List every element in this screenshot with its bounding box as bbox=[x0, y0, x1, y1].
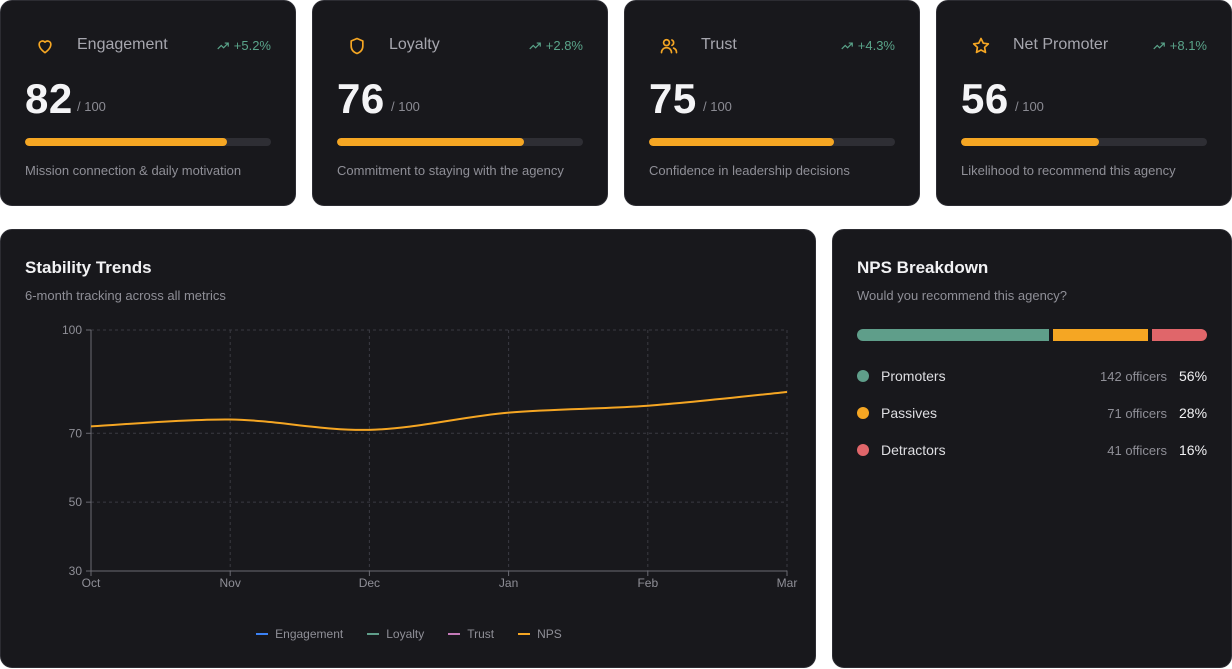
star-icon bbox=[972, 37, 990, 54]
detractors-dot bbox=[857, 444, 869, 456]
heart-icon bbox=[38, 40, 52, 54]
nps-bar-passives bbox=[1052, 329, 1149, 341]
x-tick-label: Mar bbox=[777, 576, 798, 590]
metric-progress-bar bbox=[961, 138, 1207, 146]
nps-stacked-bar bbox=[857, 329, 1207, 341]
metric-progress-fill bbox=[649, 138, 834, 146]
trend-chart: 30 50 70 100 Oct Nov Dec Jan Feb Mar bbox=[62, 323, 798, 590]
legend-item-engagement[interactable]: Engagement bbox=[256, 627, 343, 641]
metric-trend-value: +2.8% bbox=[545, 38, 583, 53]
metric-progress-bar bbox=[25, 138, 271, 146]
metric-progress-fill bbox=[25, 138, 227, 146]
plot-frame bbox=[90, 329, 788, 572]
metric-trend: +5.2% bbox=[216, 38, 271, 53]
nps-percent: 16% bbox=[1179, 442, 1208, 458]
nps-count: 71 officers bbox=[1107, 405, 1167, 421]
legend-item-nps[interactable]: NPS bbox=[518, 627, 562, 641]
legend-label: NPS bbox=[537, 627, 562, 641]
chart-title: Stability Trends bbox=[25, 258, 152, 277]
metric-progress-fill bbox=[961, 138, 1099, 146]
nps-row-detractors: Detractors 41 officers 16% bbox=[857, 439, 1207, 461]
nps-percent: 28% bbox=[1179, 405, 1208, 421]
x-tick-label: Jan bbox=[499, 576, 518, 590]
metric-max: / 100 bbox=[391, 99, 420, 114]
chart-legend: Engagement Loyalty Trust NPS bbox=[1, 627, 817, 641]
metric-progress-bar bbox=[649, 138, 895, 146]
legend-swatch bbox=[256, 633, 269, 635]
trending-up-icon bbox=[529, 42, 541, 49]
stability-trends-card: Stability Trends 6-month tracking across… bbox=[0, 229, 816, 668]
metric-trend-value: +4.3% bbox=[857, 38, 895, 53]
shield-icon bbox=[350, 37, 364, 55]
nps-row-passives: Passives 71 officers 28% bbox=[857, 402, 1207, 424]
x-tick-label: Feb bbox=[637, 576, 658, 590]
legend-label: Loyalty bbox=[386, 627, 425, 641]
engagement-card: Engagement +5.2% 82 / 100 Mission connec… bbox=[0, 0, 296, 206]
y-tick-label: 70 bbox=[69, 426, 83, 440]
nps-breakdown-card: NPS Breakdown Would you recommend this a… bbox=[832, 229, 1232, 668]
metric-description: Confidence in leadership decisions bbox=[649, 163, 850, 178]
metric-trend: +2.8% bbox=[528, 38, 583, 53]
metric-value: 75 bbox=[649, 75, 697, 122]
metric-description: Likelihood to recommend this agency bbox=[961, 163, 1176, 178]
legend-label: Engagement bbox=[275, 627, 344, 641]
trust-card: Trust +4.3% 75 / 100 Confidence in leade… bbox=[624, 0, 920, 206]
metric-description: Commitment to staying with the agency bbox=[337, 163, 564, 178]
metric-value: 76 bbox=[337, 75, 385, 122]
nps-subtitle: Would you recommend this agency? bbox=[857, 288, 1068, 303]
legend-swatch bbox=[518, 633, 531, 635]
nps-label: Passives bbox=[881, 405, 938, 421]
y-tick-label: 50 bbox=[69, 495, 83, 509]
metric-description: Mission connection & daily motivation bbox=[25, 163, 242, 178]
nps-title: NPS Breakdown bbox=[857, 258, 989, 277]
promoters-dot bbox=[857, 370, 869, 382]
metric-progress-fill bbox=[337, 138, 524, 146]
net-promoter-card: Net Promoter +8.1% 56 / 100 Likelihood t… bbox=[936, 0, 1232, 206]
metric-title: Loyalty bbox=[389, 36, 440, 53]
nps-bar-detractors bbox=[1152, 329, 1207, 341]
nps-percent: 56% bbox=[1179, 368, 1208, 384]
y-tick-label: 30 bbox=[69, 564, 83, 578]
x-tick-label: Nov bbox=[220, 576, 241, 590]
metric-title: Engagement bbox=[77, 36, 168, 53]
trending-up-icon bbox=[841, 42, 853, 49]
metric-value: 82 bbox=[25, 75, 73, 122]
legend-swatch bbox=[448, 633, 461, 635]
loyalty-card: Loyalty +2.8% 76 / 100 Commitment to sta… bbox=[312, 0, 608, 206]
passives-dot bbox=[857, 407, 869, 419]
metric-trend-value: +8.1% bbox=[1169, 38, 1207, 53]
trending-up-icon bbox=[217, 42, 229, 49]
metric-max: / 100 bbox=[77, 99, 106, 114]
metric-trend-value: +5.2% bbox=[233, 38, 271, 53]
legend-swatch bbox=[367, 633, 380, 635]
legend-item-loyalty[interactable]: Loyalty bbox=[367, 627, 424, 641]
x-tick-label: Oct bbox=[82, 576, 101, 590]
nps-count: 41 officers bbox=[1107, 442, 1167, 458]
legend-label: Trust bbox=[467, 627, 495, 641]
x-tick-label: Dec bbox=[359, 576, 380, 590]
y-tick-label: 100 bbox=[62, 323, 82, 337]
metric-max: / 100 bbox=[1015, 99, 1044, 114]
nps-label: Promoters bbox=[881, 368, 946, 384]
series-line-nps bbox=[90, 390, 788, 431]
trending-up-icon bbox=[1153, 42, 1165, 49]
metric-trend: +4.3% bbox=[840, 38, 895, 53]
nps-count: 142 officers bbox=[1100, 368, 1167, 384]
chart-subtitle: 6-month tracking across all metrics bbox=[25, 288, 226, 303]
nps-label: Detractors bbox=[881, 442, 946, 458]
metric-max: / 100 bbox=[703, 99, 732, 114]
metric-value: 56 bbox=[961, 75, 1009, 122]
nps-bar-promoters bbox=[857, 329, 1049, 341]
metric-title: Net Promoter bbox=[1013, 36, 1109, 53]
metric-title: Trust bbox=[701, 36, 737, 53]
nps-row-promoters: Promoters 142 officers 56% bbox=[857, 365, 1207, 387]
metric-progress-bar bbox=[337, 138, 583, 146]
metric-trend: +8.1% bbox=[1152, 38, 1207, 53]
users-icon bbox=[660, 38, 678, 54]
legend-item-trust[interactable]: Trust bbox=[448, 627, 494, 641]
